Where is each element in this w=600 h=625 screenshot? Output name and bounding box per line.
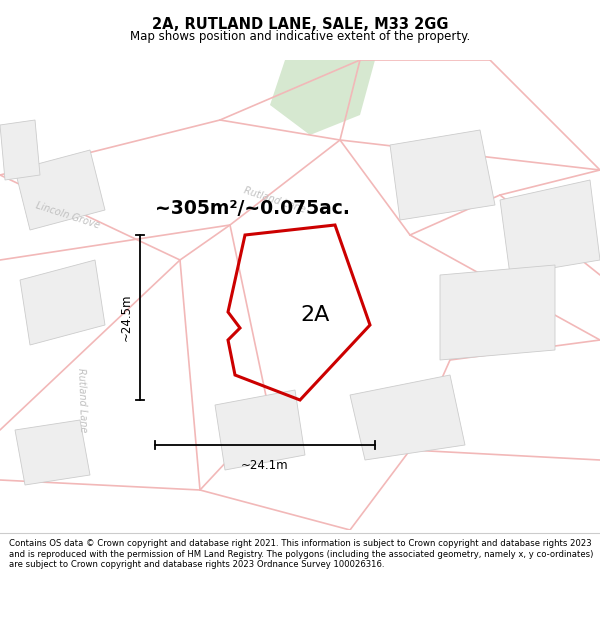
Polygon shape bbox=[20, 260, 105, 345]
Text: ~24.1m: ~24.1m bbox=[241, 459, 289, 472]
Text: Contains OS data © Crown copyright and database right 2021. This information is : Contains OS data © Crown copyright and d… bbox=[9, 539, 593, 569]
Polygon shape bbox=[500, 180, 600, 275]
Text: 2A: 2A bbox=[301, 305, 329, 325]
Text: ~24.5m: ~24.5m bbox=[120, 294, 133, 341]
Polygon shape bbox=[15, 420, 90, 485]
Text: Map shows position and indicative extent of the property.: Map shows position and indicative extent… bbox=[130, 30, 470, 43]
Text: ~305m²/~0.075ac.: ~305m²/~0.075ac. bbox=[155, 199, 350, 217]
Text: Rutland Lane: Rutland Lane bbox=[76, 368, 88, 432]
Polygon shape bbox=[0, 120, 40, 180]
Polygon shape bbox=[390, 130, 495, 220]
Polygon shape bbox=[350, 375, 465, 460]
Text: 2A, RUTLAND LANE, SALE, M33 2GG: 2A, RUTLAND LANE, SALE, M33 2GG bbox=[152, 17, 448, 32]
Polygon shape bbox=[15, 150, 105, 230]
Polygon shape bbox=[270, 60, 375, 135]
Polygon shape bbox=[440, 265, 555, 360]
Polygon shape bbox=[215, 390, 305, 470]
Text: Rutland Lane: Rutland Lane bbox=[243, 185, 307, 215]
Text: Lincoln Grove: Lincoln Grove bbox=[35, 200, 101, 230]
